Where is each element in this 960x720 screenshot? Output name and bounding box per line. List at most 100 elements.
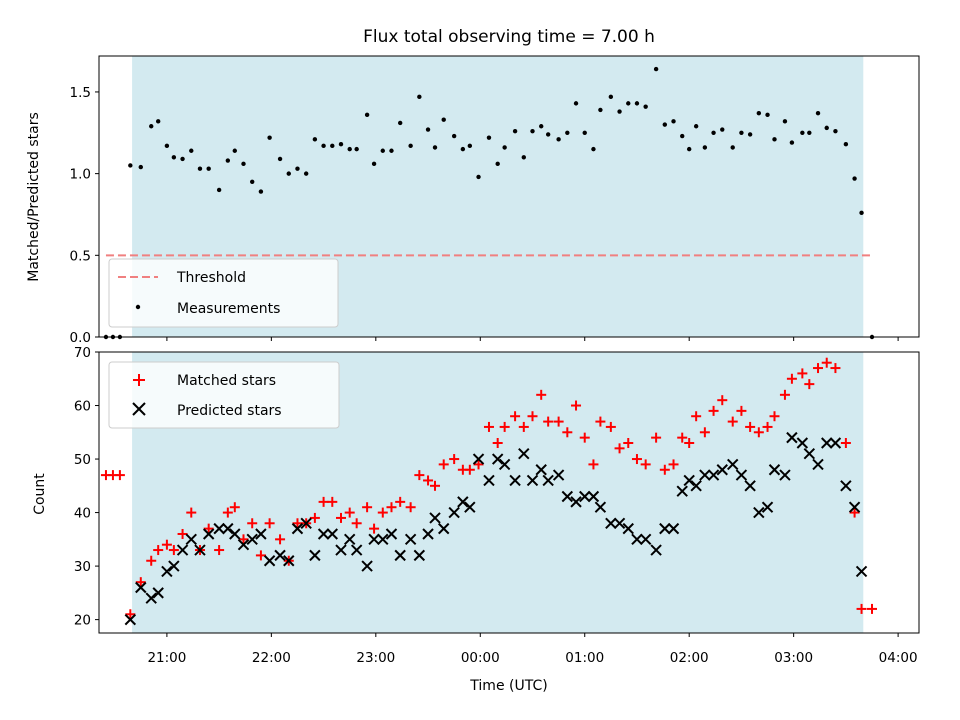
matched-star-point bbox=[395, 496, 406, 507]
predicted-star-point bbox=[650, 544, 662, 556]
matched-star-point bbox=[727, 416, 738, 427]
top-panel: 0.0 0.5 1.0 1.5 Matched/Predicted stars Thr… bbox=[26, 55, 920, 346]
predicted-star-point bbox=[263, 555, 276, 567]
predicted-star-point bbox=[821, 437, 833, 449]
predicted-star-point bbox=[535, 464, 547, 476]
bottom-panel: 21:00 22:00 23:00 00:00 01:00 02:00 03:00 04:00… bbox=[32, 345, 920, 694]
bottom-y-tick-label: 20 bbox=[74, 613, 91, 629]
predicted-star-point bbox=[413, 549, 426, 562]
matched-star-point bbox=[153, 545, 164, 556]
measurement-point bbox=[815, 110, 821, 116]
measurement-point bbox=[417, 94, 422, 100]
bottom-legend-box bbox=[108, 361, 340, 429]
measurement-point bbox=[164, 143, 170, 149]
measurement-point bbox=[859, 210, 864, 216]
measurement-point bbox=[467, 143, 473, 149]
measurement-point bbox=[250, 179, 255, 184]
measurement-point bbox=[354, 146, 359, 152]
predicted-star-point bbox=[185, 533, 197, 546]
matched-star-point bbox=[571, 400, 582, 411]
predicted-star-point bbox=[274, 549, 286, 562]
bottom-y-tick-label: 50 bbox=[74, 452, 91, 468]
measurement-point bbox=[512, 128, 518, 134]
predicted-star-point bbox=[213, 522, 225, 535]
predicted-star-point bbox=[605, 517, 617, 529]
measurement-point bbox=[330, 143, 335, 149]
predicted-star-point bbox=[855, 565, 868, 578]
matched-star-point bbox=[745, 421, 756, 432]
predicted-star-point bbox=[542, 474, 554, 487]
predicted-star-point bbox=[237, 538, 250, 551]
measurement-point bbox=[149, 124, 154, 129]
top-y-tick-label: 0.5 bbox=[70, 248, 91, 264]
matched-star-point bbox=[264, 518, 275, 529]
matched-star-point bbox=[449, 454, 460, 465]
predicted-star-point bbox=[255, 528, 267, 540]
measurement-point bbox=[486, 135, 492, 140]
bottom-x-tick-label: 02:00 bbox=[670, 650, 709, 666]
measurement-point bbox=[476, 174, 481, 180]
legend-matched-swatch bbox=[133, 374, 145, 386]
matched-star-point bbox=[736, 405, 747, 416]
matched-star-point bbox=[309, 512, 320, 523]
predicted-star-point bbox=[829, 437, 842, 449]
matched-star-point bbox=[430, 480, 441, 491]
predicted-star-point bbox=[716, 464, 728, 476]
matched-star-point bbox=[292, 518, 303, 529]
measurement-point bbox=[397, 120, 403, 126]
matched-star-point bbox=[275, 534, 286, 545]
measurement-point bbox=[789, 140, 795, 145]
measurement-point bbox=[686, 146, 692, 152]
measurement-point bbox=[495, 161, 500, 167]
predicted-star-point bbox=[796, 437, 809, 449]
matched-star-point bbox=[510, 411, 521, 422]
predicted-star-point bbox=[385, 528, 398, 540]
measurement-point bbox=[539, 124, 544, 129]
measurement-point bbox=[171, 155, 177, 160]
predicted-star-point bbox=[761, 501, 774, 513]
predicted-star-point bbox=[683, 474, 695, 487]
predicted-star-point bbox=[786, 431, 798, 444]
top-axes-frame bbox=[98, 55, 920, 338]
matched-star-point bbox=[640, 459, 651, 470]
predicted-star-point bbox=[176, 544, 189, 556]
predicted-star-point bbox=[343, 533, 356, 546]
predicted-star-point bbox=[526, 474, 539, 487]
measurement-points bbox=[103, 66, 875, 340]
predicted-star-point bbox=[676, 485, 688, 497]
measurement-point bbox=[312, 137, 318, 142]
predicted-star-point bbox=[152, 587, 164, 599]
matched-star-point bbox=[769, 411, 780, 422]
top-y-tick-label: 1.0 bbox=[70, 167, 91, 183]
measurement-point bbox=[138, 164, 143, 170]
matched-star-point bbox=[214, 545, 225, 556]
bottom-x-tick-label: 23:00 bbox=[356, 650, 395, 666]
predicted-star-point bbox=[735, 469, 748, 481]
predicted-star-point bbox=[291, 522, 304, 535]
measurement-point bbox=[460, 146, 466, 152]
predicted-star-point bbox=[335, 544, 347, 556]
predicted-star-point bbox=[202, 528, 215, 540]
predicted-star-point bbox=[246, 533, 258, 546]
predicted-star-point bbox=[161, 565, 173, 578]
top-legend: Threshold Measurements bbox=[108, 258, 339, 328]
legend-predicted-swatch bbox=[132, 402, 146, 416]
bottom-legend: Matched stars Predicted stars bbox=[108, 361, 340, 429]
matched-star-point bbox=[684, 437, 695, 448]
predicted-star-point bbox=[448, 506, 460, 519]
measurement-point bbox=[128, 163, 133, 168]
predicted-star-point bbox=[613, 517, 626, 529]
predicted-star-point bbox=[326, 528, 338, 540]
predicted-star-point bbox=[368, 533, 380, 546]
matched-star-point bbox=[605, 421, 616, 432]
bottom-x-ticks: 21:00 22:00 23:00 00:00 01:00 02:00 03:00 04:00 bbox=[147, 633, 918, 666]
matched-star-point bbox=[125, 609, 136, 620]
matched-star-point bbox=[362, 502, 373, 513]
measurement-point bbox=[702, 145, 708, 150]
predicted-star-point bbox=[194, 544, 206, 556]
measurement-point bbox=[502, 145, 507, 150]
legend-threshold-label: Threshold bbox=[176, 270, 246, 286]
bottom-x-tick-label: 04:00 bbox=[879, 650, 918, 666]
matched-star-point bbox=[473, 459, 484, 470]
measurement-point bbox=[662, 122, 668, 127]
